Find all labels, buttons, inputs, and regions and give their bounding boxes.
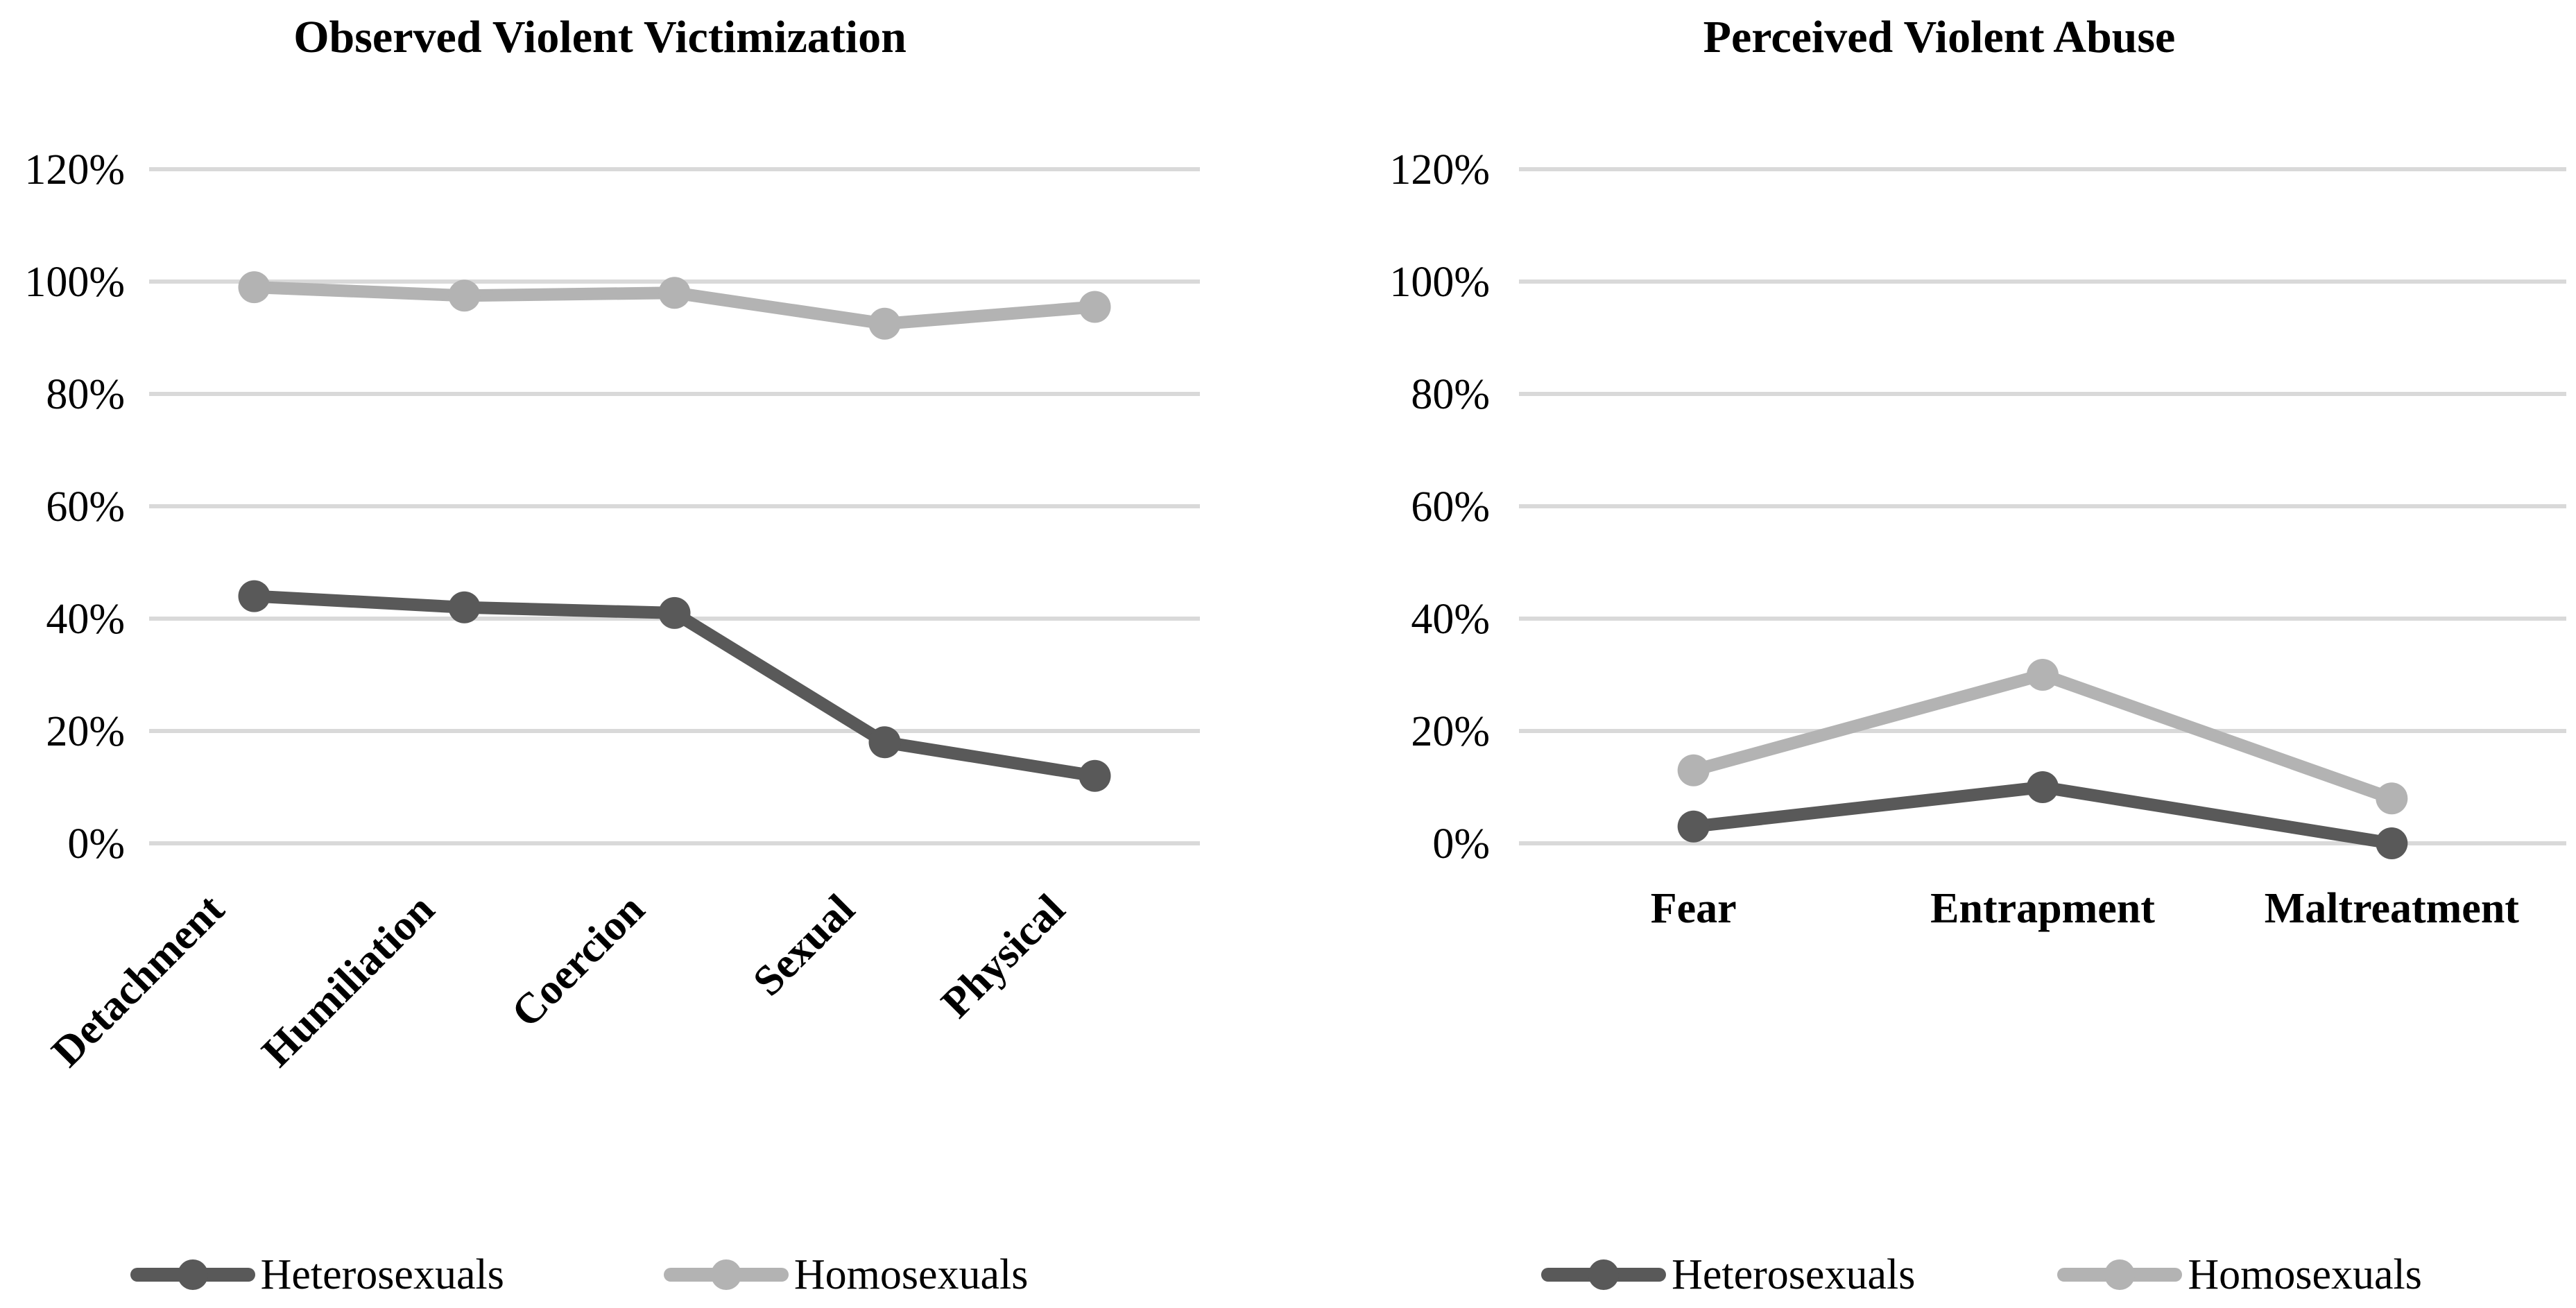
legend-label-heterosexuals: Heterosexuals (1672, 1250, 1916, 1298)
legend-label-homosexuals: Homosexuals (793, 1250, 1029, 1298)
legend-line-marker-icon (2057, 1259, 2183, 1291)
legend-perceived-chart: Heterosexuals Homosexuals (1387, 1246, 2576, 1304)
legend-line-marker-icon (130, 1259, 255, 1291)
x-category-label-humiliation: Humiliation (253, 886, 444, 1076)
y-tick-label-60%: 60% (46, 483, 125, 531)
data-point-homosexuals-physical (1079, 291, 1111, 323)
x-category-label-sexual: Sexual (744, 886, 864, 1005)
y-tick-label-20%: 20% (46, 708, 125, 755)
data-point-homosexuals-humiliation (448, 279, 481, 312)
y-tick-label-0%: 0% (67, 820, 125, 868)
y-tick-label-20%: 20% (1411, 708, 1490, 755)
legend-line-marker-icon (663, 1259, 789, 1291)
y-tick-label-40%: 40% (46, 596, 125, 643)
legend-entry-homosexuals: Homosexuals (2057, 1250, 2422, 1300)
data-point-heterosexuals-physical (1079, 759, 1111, 792)
legend-label-homosexuals: Homosexuals (2188, 1250, 2422, 1298)
data-point-homosexuals-maltreatment (2376, 782, 2408, 815)
y-tick-label-120%: 120% (24, 146, 125, 193)
y-tick-label-40%: 40% (1411, 596, 1490, 643)
x-category-label-fear: Fear (1651, 885, 1737, 932)
legend-entry-heterosexuals: Heterosexuals (130, 1250, 504, 1300)
y-tick-label-80%: 80% (46, 371, 125, 418)
data-point-heterosexuals-fear (1677, 810, 1710, 843)
legend-label-heterosexuals: Heterosexuals (260, 1250, 504, 1298)
legend-entry-heterosexuals: Heterosexuals (1541, 1250, 1915, 1300)
x-category-label-detachment: Detachment (43, 886, 234, 1076)
data-point-heterosexuals-detachment (238, 580, 271, 612)
y-tick-label-0%: 0% (1432, 820, 1490, 868)
y-tick-label-80%: 80% (1411, 371, 1490, 418)
legend-dot (177, 1259, 208, 1290)
x-category-label-physical: Physical (932, 886, 1074, 1027)
y-tick-label-100%: 100% (1389, 259, 1490, 306)
legend-dot (1588, 1259, 1620, 1290)
data-point-homosexuals-coercion (658, 277, 691, 309)
chart-title-perceived-violent-abuse: Perceived Violent Abuse (1703, 12, 2176, 62)
data-point-heterosexuals-maltreatment (2376, 827, 2408, 859)
legend-dot (710, 1259, 741, 1290)
y-tick-label-100%: 100% (24, 259, 125, 306)
data-point-homosexuals-sexual (868, 307, 901, 340)
legend-entry-homosexuals: Homosexuals (663, 1250, 1029, 1300)
legend-observed-chart: Heterosexuals Homosexuals (0, 1246, 1158, 1304)
data-point-homosexuals-detachment (238, 271, 271, 304)
data-point-heterosexuals-entrapment (2027, 771, 2059, 803)
legend-dot (2104, 1259, 2136, 1290)
x-category-label-maltreatment: Maltreatment (2265, 885, 2520, 932)
data-point-homosexuals-entrapment (2027, 659, 2059, 691)
x-category-label-entrapment: Entrapment (1930, 885, 2155, 932)
x-category-label-coercion: Coercion (503, 886, 654, 1037)
y-tick-label-120%: 120% (1389, 146, 1490, 193)
data-point-heterosexuals-coercion (658, 596, 691, 629)
data-point-homosexuals-fear (1677, 754, 1710, 786)
data-point-heterosexuals-sexual (868, 726, 901, 759)
legend-line-marker-icon (1541, 1259, 1667, 1291)
data-point-heterosexuals-humiliation (448, 591, 481, 623)
y-tick-label-60%: 60% (1411, 483, 1490, 531)
chart-title-observed-violent-victimization: Observed Violent Victimization (293, 12, 907, 62)
